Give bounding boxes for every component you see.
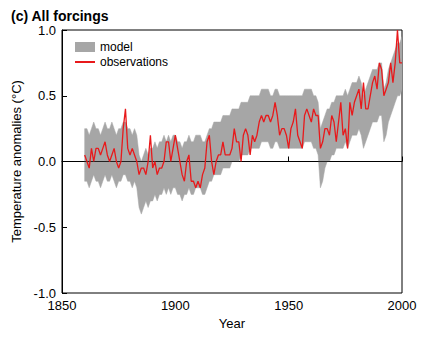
svg-text:1950: 1950 bbox=[274, 298, 303, 313]
svg-text:observations: observations bbox=[100, 55, 168, 69]
svg-text:model: model bbox=[100, 40, 133, 54]
svg-text:0.5: 0.5 bbox=[38, 88, 56, 103]
svg-text:1850: 1850 bbox=[48, 298, 77, 313]
svg-text:-0.5: -0.5 bbox=[34, 220, 56, 235]
svg-text:Year: Year bbox=[219, 316, 246, 331]
svg-text:1900: 1900 bbox=[161, 298, 190, 313]
svg-text:-1.0: -1.0 bbox=[33, 285, 56, 301]
svg-text:Temperature anomalies (°C): Temperature anomalies (°C) bbox=[9, 80, 24, 243]
svg-text:(c) All forcings: (c) All forcings bbox=[11, 8, 109, 24]
svg-text:0.0: 0.0 bbox=[38, 154, 56, 169]
svg-text:2000: 2000 bbox=[388, 298, 417, 313]
svg-text:1.0: 1.0 bbox=[38, 23, 56, 38]
